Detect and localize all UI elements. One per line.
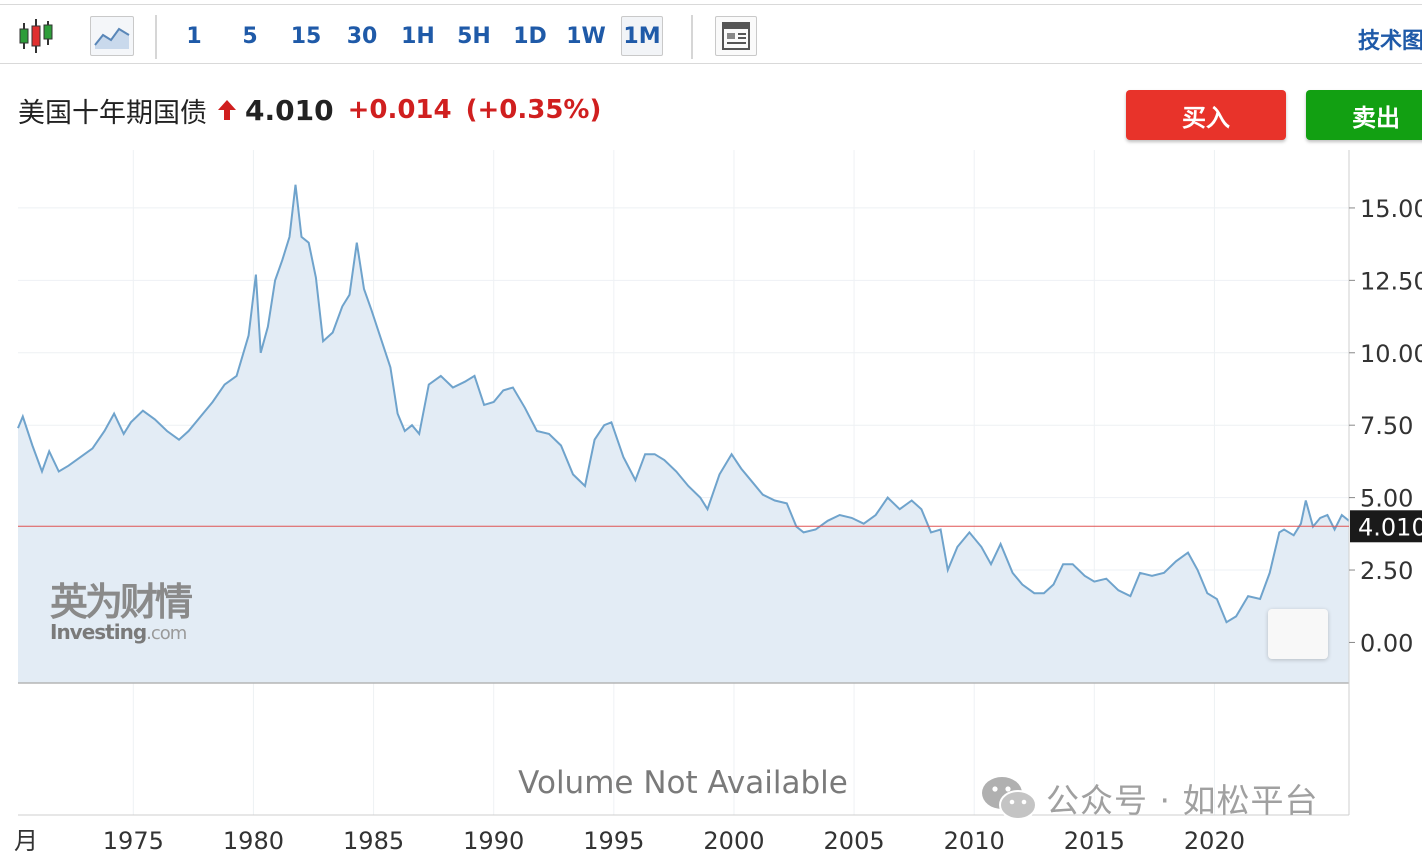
current-price-badge: [1350, 510, 1422, 543]
price-change: +0.014: [347, 95, 452, 125]
timeframe-5[interactable]: 5: [242, 23, 258, 49]
price-change-percent: (+0.35%): [465, 95, 602, 125]
toolbar-divider: [155, 15, 157, 59]
timeframe-30[interactable]: 30: [346, 23, 378, 49]
price-chart[interactable]: 0.00 2.50 5.00 7.50 10.00 12.50 15.00 月 1975 198…: [0, 150, 1422, 856]
x-tick-label: 1980: [223, 827, 284, 855]
timeframe-1m[interactable]: 1M: [621, 16, 663, 56]
last-price: 4.010: [245, 93, 334, 127]
y-axis-ticks: 0.00 2.50 5.00 7.50 10.00 12.50 15.00: [1349, 195, 1422, 657]
x-tick-label: 1975: [103, 827, 164, 855]
wechat-icon: [982, 777, 1037, 820]
logo-english-suffix: .com: [146, 623, 187, 644]
arrow-up-icon: [218, 100, 236, 120]
timeframe-5h[interactable]: 5H: [457, 23, 491, 49]
layout-button[interactable]: [715, 16, 757, 56]
investing-logo: 英为财情 Investing.com: [50, 580, 193, 644]
x-tick-label: 1990: [463, 827, 524, 855]
line-chart-icon: [94, 27, 130, 49]
x-tick-label: 2010: [944, 827, 1005, 855]
timeframe-15[interactable]: 15: [290, 23, 322, 49]
y-tick-label: 5.00: [1360, 485, 1413, 513]
logo-english-main: Investing: [50, 620, 147, 644]
toolbar-divider: [691, 15, 693, 59]
timeframe-1[interactable]: 1: [186, 23, 202, 49]
x-tick-label: 2000: [703, 827, 764, 855]
technical-chart-link[interactable]: 技术图: [1357, 29, 1422, 54]
x-tick-label: 月: [14, 827, 38, 855]
y-tick-label: 7.50: [1360, 412, 1413, 440]
x-tick-label: 1995: [583, 827, 644, 855]
timeframe-1h[interactable]: 1H: [401, 23, 435, 49]
sell-button[interactable]: 卖出: [1306, 90, 1422, 140]
timeframe-1d[interactable]: 1D: [513, 23, 547, 49]
buy-button[interactable]: 买入: [1126, 90, 1286, 140]
layout-icon: [722, 22, 750, 50]
instrument-name: 美国十年期国债: [18, 97, 207, 129]
logo-chinese-text: 英为财情: [50, 580, 193, 624]
y-tick-label: 0.00: [1360, 629, 1413, 657]
wechat-account-text: 公众号 · 如松平台: [1046, 781, 1319, 820]
x-tick-label: 2005: [824, 827, 885, 855]
x-tick-label: 2020: [1184, 827, 1245, 855]
current-price-label: 4.010: [1358, 513, 1422, 541]
candlestick-chart-button[interactable]: [14, 16, 58, 56]
volume-note: Volume Not Available: [518, 765, 848, 801]
quote-header: 美国十年期国债 4.010 +0.014 (+0.35%): [18, 88, 601, 132]
x-tick-label: 1985: [343, 827, 404, 855]
logo-english-text: Investing.com: [50, 622, 190, 644]
wechat-watermark: 公众号 · 如松平台: [980, 774, 1318, 822]
price-line: [17, 184, 1350, 624]
y-tick-label: 10.00: [1360, 340, 1422, 368]
candlestick-icon: [19, 19, 53, 53]
timeframe-1w[interactable]: 1W: [566, 23, 606, 49]
chart-corner-widget[interactable]: [1268, 609, 1328, 659]
y-tick-label: 15.00: [1360, 195, 1422, 223]
line-chart-button[interactable]: [90, 16, 134, 56]
x-axis-ticks: 月 1975 1980 1985 1990 1995 2000 2005 2010 2015 202…: [14, 827, 1245, 855]
chart-toolbar: 1 5 15 30 1H 5H 1D 1W 1M 技术图: [0, 4, 1422, 64]
y-tick-label: 12.50: [1360, 267, 1422, 295]
x-tick-label: 2015: [1064, 827, 1125, 855]
price-area-fill: [18, 184, 1349, 684]
y-tick-label: 2.50: [1360, 557, 1413, 585]
